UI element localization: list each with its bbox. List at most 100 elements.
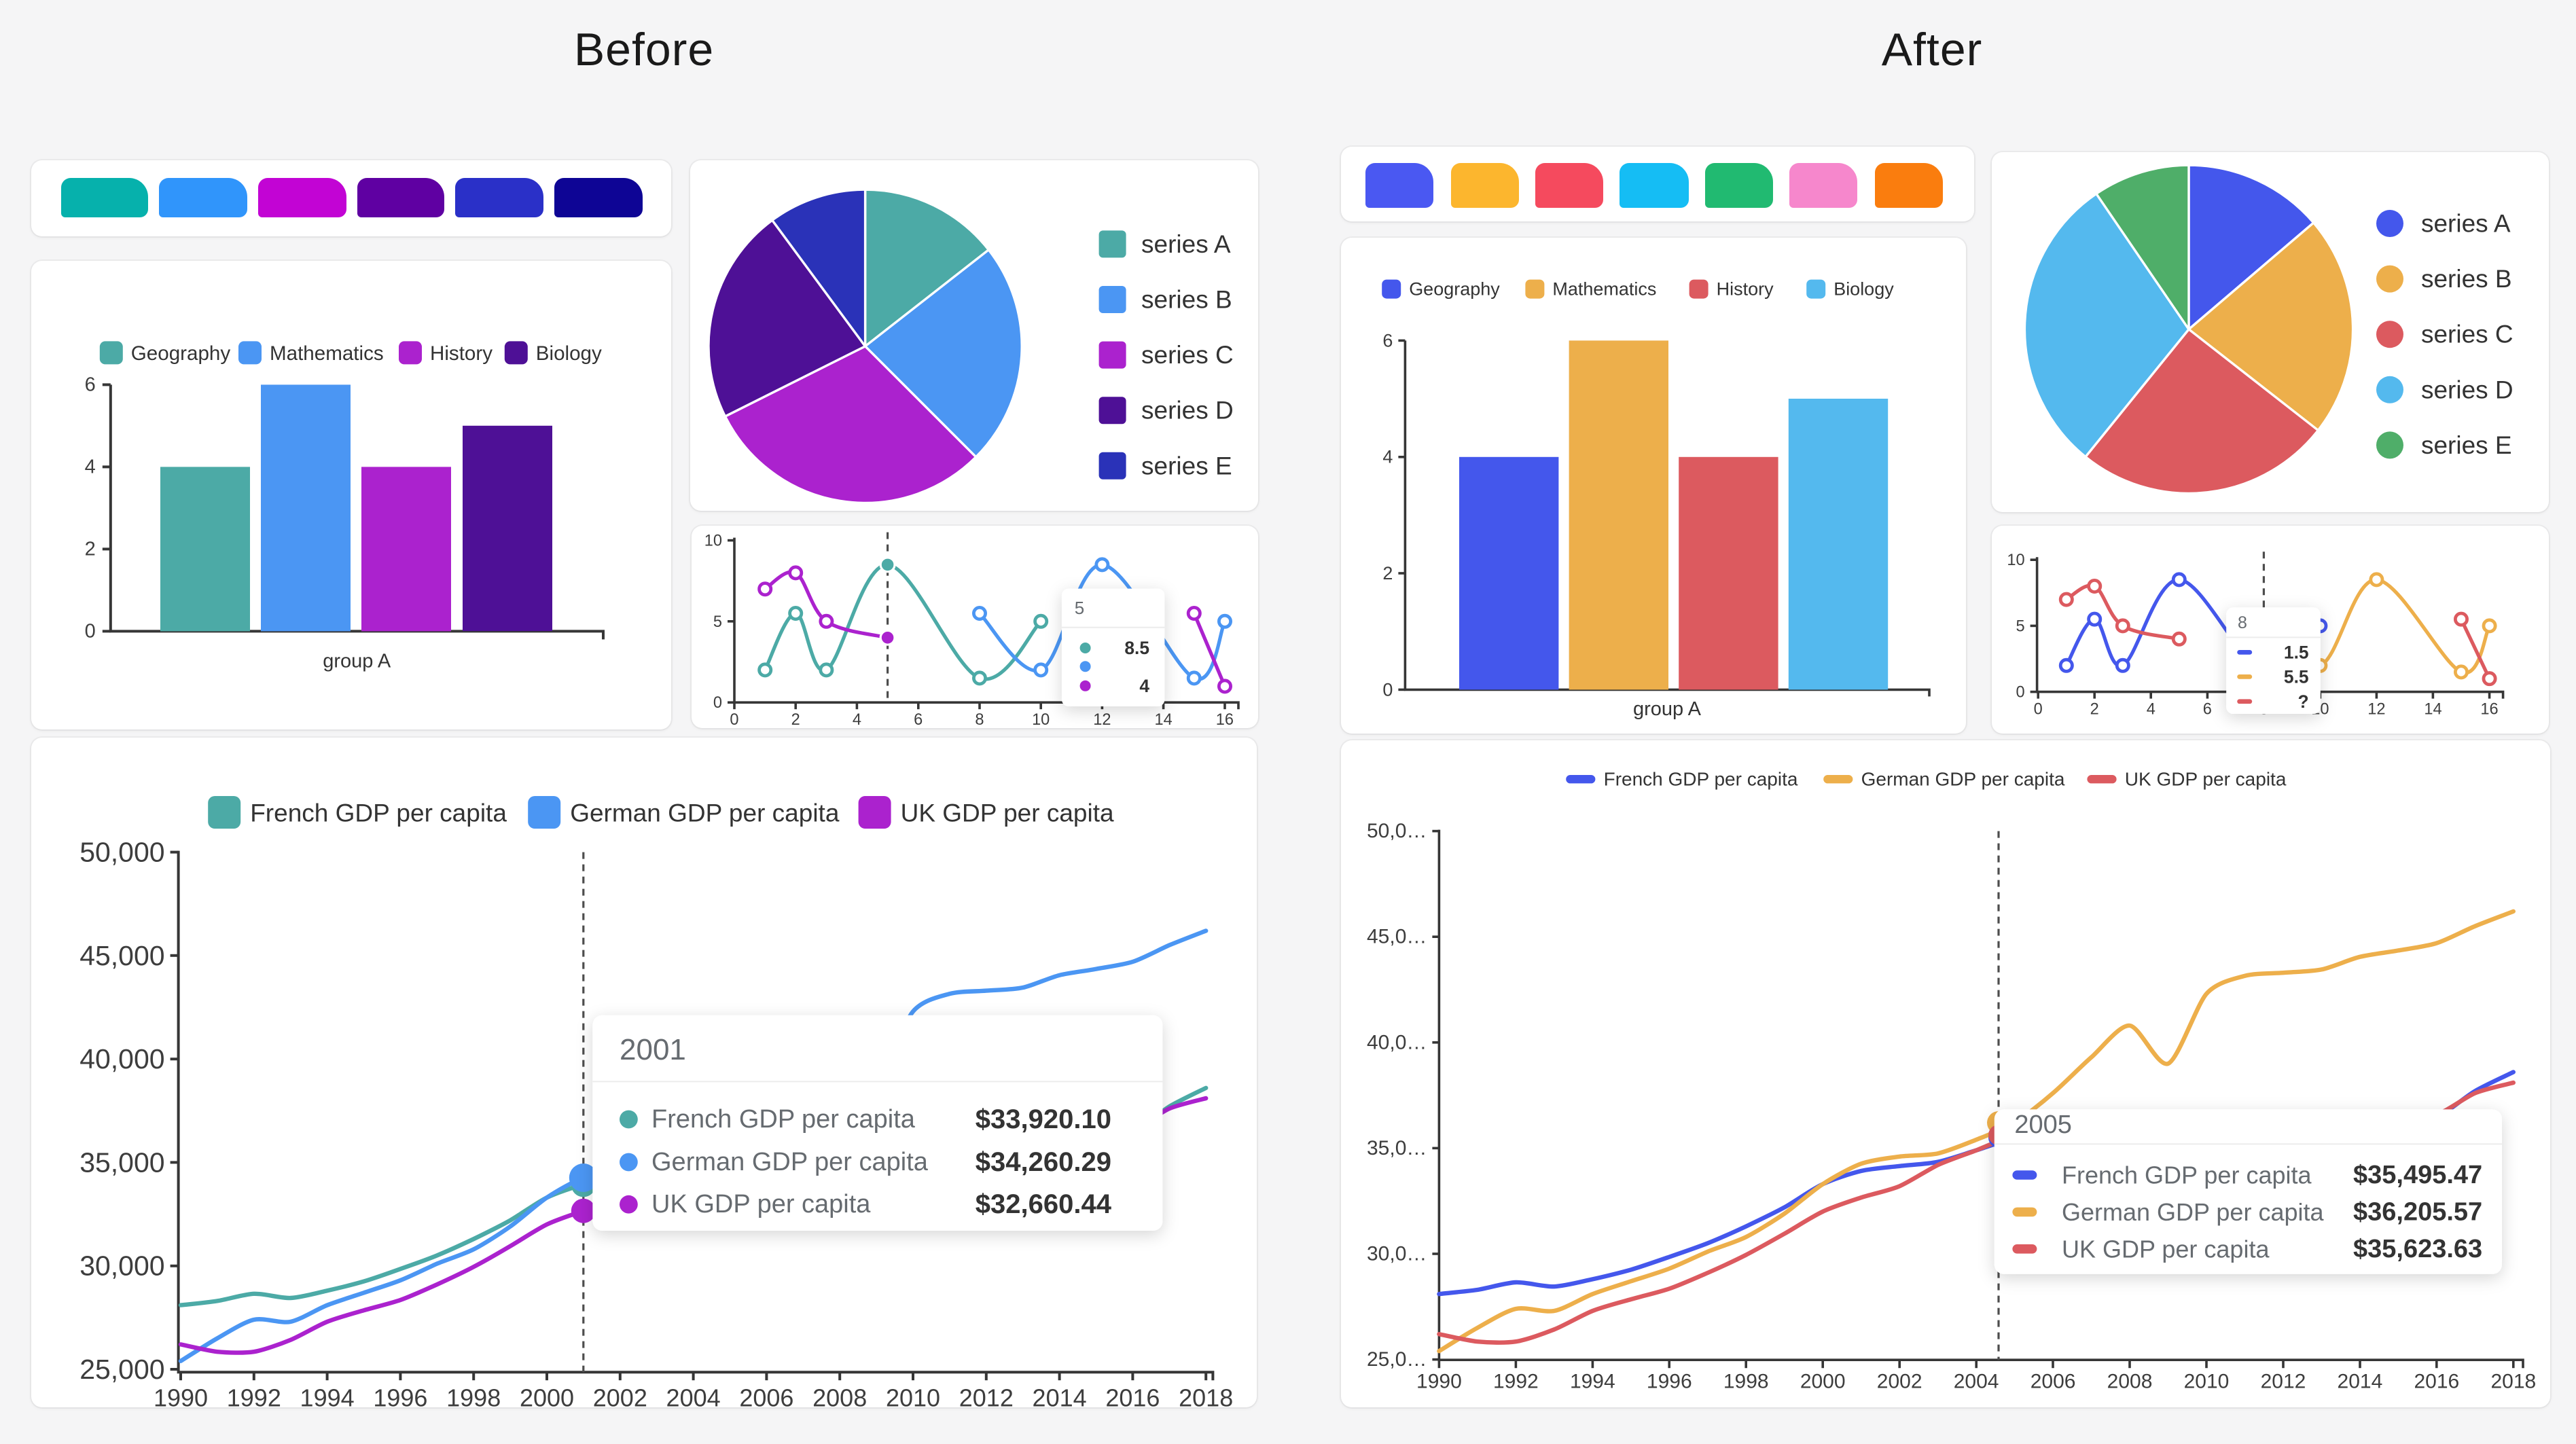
svg-text:1998: 1998	[446, 1384, 501, 1407]
svg-text:German GDP per capita: German GDP per capita	[1861, 769, 2065, 790]
svg-text:2008: 2008	[812, 1384, 867, 1407]
svg-text:0: 0	[2034, 700, 2043, 717]
svg-text:Mathematics: Mathematics	[270, 342, 384, 365]
svg-text:1998: 1998	[1723, 1371, 1769, 1393]
svg-text:0: 0	[1382, 679, 1393, 699]
svg-text:group A: group A	[323, 651, 391, 672]
svg-text:25,000: 25,000	[79, 1354, 164, 1385]
svg-text:series D: series D	[1141, 397, 1234, 425]
svg-text:40,000: 40,000	[79, 1043, 164, 1075]
svg-text:French GDP per capita: French GDP per capita	[1604, 769, 1798, 790]
svg-text:Geography: Geography	[131, 342, 231, 365]
svg-text:45,0…: 45,0…	[1367, 926, 1427, 948]
svg-text:0: 0	[85, 621, 96, 643]
svg-text:12: 12	[2367, 700, 2385, 717]
svg-text:UK GDP per capita: UK GDP per capita	[651, 1190, 871, 1219]
svg-text:0: 0	[2016, 683, 2024, 700]
svg-text:4: 4	[853, 710, 861, 728]
svg-text:series C: series C	[1141, 341, 1234, 369]
svg-text:German GDP per capita: German GDP per capita	[2062, 1198, 2324, 1226]
svg-text:History: History	[430, 342, 493, 365]
svg-text:History: History	[1716, 278, 1773, 299]
svg-text:2014: 2014	[1033, 1384, 1087, 1407]
svg-text:$35,623.63: $35,623.63	[2353, 1235, 2482, 1263]
svg-text:5: 5	[2016, 617, 2024, 634]
svg-text:5: 5	[1075, 598, 1084, 618]
svg-text:UK GDP per capita: UK GDP per capita	[901, 799, 1114, 827]
svg-text:2: 2	[2090, 700, 2099, 717]
svg-text:12: 12	[1093, 710, 1111, 728]
svg-text:2012: 2012	[2261, 1371, 2306, 1393]
svg-text:35,000: 35,000	[79, 1147, 164, 1178]
svg-text:1990: 1990	[154, 1384, 208, 1407]
svg-text:10: 10	[2007, 550, 2024, 568]
svg-text:German GDP per capita: German GDP per capita	[570, 799, 840, 827]
svg-text:4: 4	[85, 456, 96, 478]
svg-text:25,0…: 25,0…	[1367, 1348, 1427, 1371]
svg-text:2018: 2018	[1179, 1384, 1233, 1407]
svg-text:2: 2	[791, 710, 800, 728]
svg-text:Geography: Geography	[1409, 278, 1500, 299]
svg-text:6: 6	[1382, 329, 1393, 350]
svg-text:1992: 1992	[227, 1384, 281, 1407]
svg-text:series A: series A	[2421, 210, 2511, 238]
svg-text:1990: 1990	[1416, 1371, 1462, 1393]
svg-text:30,0…: 30,0…	[1367, 1243, 1427, 1265]
svg-text:4: 4	[1382, 446, 1393, 467]
svg-text:50,000: 50,000	[79, 837, 164, 868]
svg-text:2006: 2006	[2031, 1371, 2076, 1393]
svg-text:16: 16	[2480, 700, 2498, 717]
svg-text:series E: series E	[1141, 452, 1232, 480]
svg-text:UK GDP per capita: UK GDP per capita	[2125, 769, 2287, 790]
svg-text:10: 10	[1032, 710, 1050, 728]
svg-text:5: 5	[713, 612, 722, 630]
svg-text:2012: 2012	[959, 1384, 1014, 1407]
svg-text:1.5: 1.5	[2284, 642, 2309, 662]
svg-text:2004: 2004	[1954, 1371, 1999, 1393]
svg-text:8: 8	[975, 710, 984, 728]
svg-text:series C: series C	[2421, 321, 2514, 348]
svg-text:2010: 2010	[886, 1384, 940, 1407]
svg-text:series D: series D	[2421, 376, 2514, 403]
svg-text:14: 14	[2424, 700, 2441, 717]
svg-text:16: 16	[1216, 710, 1234, 728]
svg-text:2002: 2002	[1877, 1371, 1922, 1393]
svg-text:10: 10	[704, 531, 722, 549]
svg-text:2000: 2000	[520, 1384, 574, 1407]
svg-text:6: 6	[85, 374, 96, 396]
svg-text:6: 6	[914, 710, 923, 728]
svg-text:series B: series B	[2421, 265, 2512, 293]
svg-text:2000: 2000	[1800, 1371, 1846, 1393]
svg-text:2014: 2014	[2338, 1371, 2383, 1393]
svg-text:0: 0	[713, 693, 722, 711]
svg-text:2016: 2016	[1105, 1384, 1160, 1407]
svg-text:series B: series B	[1141, 286, 1232, 314]
svg-text:1996: 1996	[373, 1384, 427, 1407]
svg-text:French GDP per capita: French GDP per capita	[250, 799, 507, 827]
svg-text:1992: 1992	[1493, 1371, 1539, 1393]
svg-text:$36,205.57: $36,205.57	[2353, 1197, 2482, 1226]
svg-text:35,0…: 35,0…	[1367, 1137, 1427, 1159]
svg-text:2004: 2004	[666, 1384, 721, 1407]
svg-text:$32,660.44: $32,660.44	[976, 1189, 1112, 1219]
svg-text:group A: group A	[1633, 698, 1702, 719]
svg-text:45,000: 45,000	[79, 940, 164, 971]
svg-text:2006: 2006	[739, 1384, 793, 1407]
svg-text:German GDP per capita: German GDP per capita	[651, 1148, 929, 1176]
svg-text:?: ?	[2297, 691, 2308, 711]
svg-text:Biology: Biology	[1833, 278, 1894, 299]
svg-text:$34,260.29: $34,260.29	[976, 1147, 1111, 1177]
svg-text:0: 0	[730, 710, 738, 728]
svg-text:6: 6	[2203, 700, 2212, 717]
svg-text:French GDP per capita: French GDP per capita	[2062, 1161, 2312, 1189]
svg-text:2008: 2008	[2107, 1371, 2153, 1393]
svg-text:series E: series E	[2421, 431, 2512, 459]
svg-text:4: 4	[2147, 700, 2155, 717]
svg-text:8.5: 8.5	[1124, 637, 1149, 657]
svg-text:$35,495.47: $35,495.47	[2353, 1161, 2482, 1189]
svg-text:$33,920.10: $33,920.10	[976, 1104, 1111, 1134]
svg-text:4: 4	[1139, 675, 1149, 696]
svg-text:2: 2	[1382, 562, 1393, 583]
svg-text:2018: 2018	[2490, 1371, 2536, 1393]
svg-text:2010: 2010	[2184, 1371, 2230, 1393]
